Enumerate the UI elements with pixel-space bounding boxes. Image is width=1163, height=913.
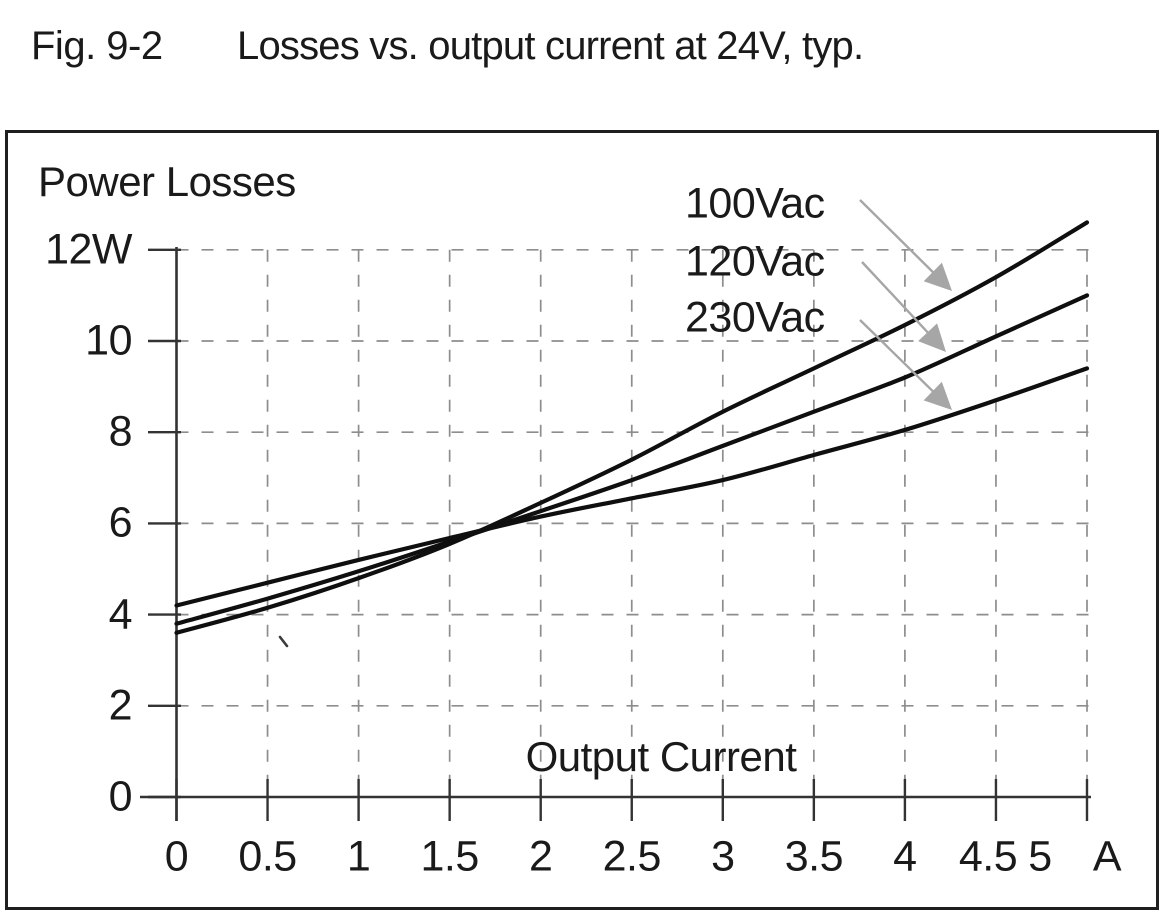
x-tick-label: 1 <box>346 832 371 881</box>
arrow-head <box>923 262 952 291</box>
x-tick-label: 4 <box>893 832 917 881</box>
x-tick-label: 3.5 <box>784 832 844 881</box>
y-tick-label: 2 <box>108 681 133 730</box>
x-tick-label: 3 <box>711 832 735 881</box>
x-tick-label: 0 <box>164 832 189 881</box>
legend-label-230vac: 230Vac <box>685 293 825 342</box>
curve-230vac <box>174 366 1090 608</box>
x-tick-label: 4.5 <box>958 832 1018 881</box>
x-tick-label: 0.5 <box>238 832 297 881</box>
legend-label-100vac: 100Vac <box>685 179 825 228</box>
tick-marks <box>148 248 1089 821</box>
curve-100vac <box>174 220 1090 635</box>
y-tick-label: 8 <box>108 407 133 456</box>
curve-120vac <box>174 293 1090 626</box>
x-axis-unit: A <box>1092 832 1122 881</box>
x-tick-label: 2 <box>528 832 553 881</box>
legend-arrows <box>859 199 952 410</box>
x-axis-title: Output Current <box>525 733 797 780</box>
x-tick-label: 1.5 <box>420 832 480 881</box>
x-tick-label: 5 <box>1028 832 1052 881</box>
y-tick-label: 10 <box>85 316 132 365</box>
legend-label-120vac: 120Vac <box>685 237 825 286</box>
arrow-head <box>923 381 952 410</box>
figure-caption: Fig. 9-2 Losses vs. output current at 24… <box>0 24 1163 76</box>
y-axis-title: Power Losses <box>38 158 296 205</box>
axes <box>140 247 1091 821</box>
y-tick-label: 4 <box>108 590 133 639</box>
y-tick-label: 6 <box>108 498 133 547</box>
arrow-head <box>918 323 946 352</box>
x-tick-label: 2.5 <box>602 832 662 881</box>
y-tick-label: 12W <box>45 225 132 274</box>
chart-frame <box>5 130 1159 910</box>
grid-lines <box>176 248 1090 797</box>
figure-title: Losses vs. output current at 24V, typ. <box>237 24 864 68</box>
figure-number: Fig. 9-2 <box>31 24 163 68</box>
y-tick-label: 0 <box>108 772 133 821</box>
stray-mark <box>278 635 289 648</box>
